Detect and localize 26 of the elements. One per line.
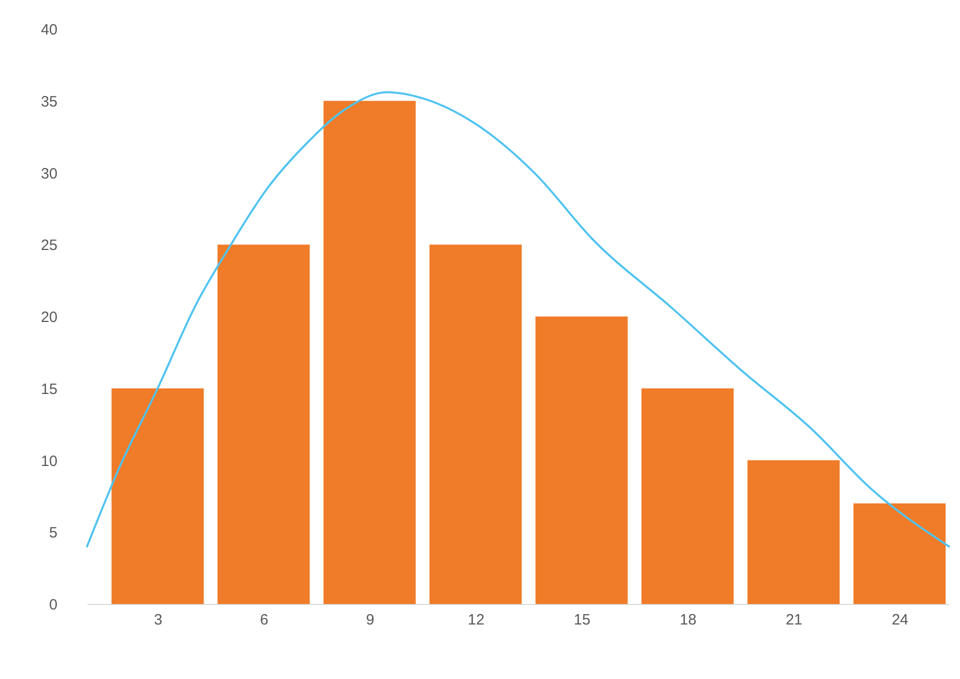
x-tick-label: 12: [468, 612, 484, 628]
x-tick-label: 6: [260, 612, 268, 628]
bar: [324, 100, 416, 604]
y-tick-label: 40: [40, 22, 58, 38]
x-tick-label: 21: [786, 612, 802, 628]
bar: [535, 316, 628, 604]
y-tick-label: 5: [49, 524, 58, 542]
y-tick-label: 0: [49, 596, 58, 614]
bar: [853, 503, 946, 604]
y-tick-label: 15: [40, 380, 58, 398]
y-tick-label: 10: [40, 452, 58, 470]
bar: [112, 388, 204, 604]
x-tick-label: 9: [366, 612, 374, 628]
line-series: [86, 91, 950, 548]
x-tick-label: 24: [892, 612, 908, 628]
bar: [747, 460, 840, 604]
bar: [430, 244, 522, 604]
y-tick-label: 20: [40, 309, 58, 326]
y-tick-label: 25: [40, 237, 58, 254]
y-tick-label: 30: [40, 165, 58, 182]
x-tick-label: 3: [154, 612, 162, 628]
x-tick-label: 15: [574, 612, 590, 628]
y-tick-label: 35: [40, 93, 58, 110]
x-tick-label: 18: [680, 612, 696, 628]
bar: [218, 244, 310, 604]
bar: [641, 388, 734, 604]
